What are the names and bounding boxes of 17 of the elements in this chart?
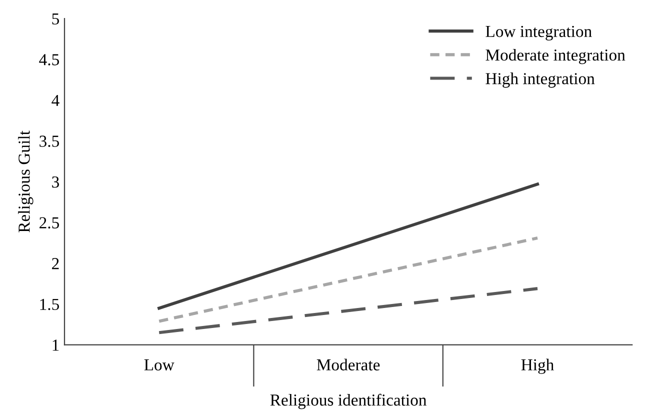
y-tick-label: 5 (52, 13, 59, 25)
y-tick-label: 1 (52, 340, 59, 351)
legend-label: Moderate integration (486, 48, 626, 64)
x-tick-label: Moderate (316, 358, 380, 370)
y-tick-label: 2 (52, 258, 59, 270)
legend-label: Low integration (486, 26, 592, 41)
x-tick-label: High (521, 358, 554, 374)
legend-label: High integration (486, 72, 595, 88)
y-tick-label: 3.5 (40, 136, 59, 147)
y-tick-label: 2.5 (40, 217, 59, 229)
y-tick-label: 3 (52, 176, 59, 188)
x-axis-title: Religious identification (270, 394, 427, 410)
y-tick-label: 1.5 (40, 298, 59, 310)
y-tick-label: 4.5 (39, 54, 59, 66)
y-tick-label: 4 (52, 94, 60, 106)
x-tick-label: Low (144, 359, 174, 370)
y-axis-title: Religious Guilt (18, 130, 34, 232)
